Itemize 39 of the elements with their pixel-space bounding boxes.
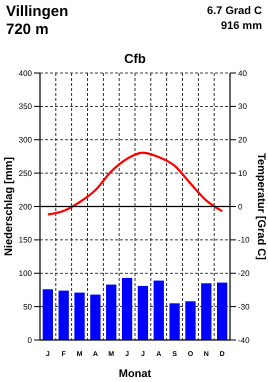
bar — [169, 303, 180, 340]
text: 720 m — [6, 21, 49, 38]
text: Villingen — [6, 3, 68, 20]
y2-tick-label: -30 — [238, 302, 250, 312]
bar — [201, 283, 212, 340]
chart-title: Cfb — [124, 51, 146, 66]
y2-tick-label: -10 — [238, 236, 250, 245]
line-series — [46, 152, 224, 216]
y2-tick-label: 0 — [238, 202, 243, 212]
bar — [185, 301, 196, 340]
bar — [138, 286, 148, 340]
y-tick-label: 400 — [18, 68, 33, 78]
y-axis-title: Niederschlag [mm] — [3, 156, 15, 256]
y2-tick-label: 40 — [238, 68, 248, 78]
text: 6.7 Grad C — [206, 5, 262, 17]
y-tick-label: 0 — [28, 336, 33, 345]
y-tick-label: 350 — [18, 102, 33, 112]
x-axis-title: Monat — [118, 368, 152, 380]
y-tick-label: 150 — [18, 236, 33, 245]
bar — [42, 289, 53, 340]
y-tick-label: 300 — [18, 136, 33, 145]
y2-tick-label: 20 — [238, 136, 248, 145]
bar — [154, 280, 164, 340]
bar — [106, 284, 116, 340]
y-tick-label: 100 — [18, 269, 33, 278]
text: 916 mm — [221, 20, 262, 32]
bar — [58, 290, 69, 340]
y-tick-label: 250 — [18, 168, 33, 178]
y2-axis-title: Temperatur [Grad C] — [255, 153, 267, 260]
y-tick-label: 200 — [18, 202, 33, 212]
y-tick-label: 50 — [23, 302, 33, 312]
y2-tick-label: -20 — [238, 269, 250, 278]
y2-tick-label: 30 — [238, 102, 248, 112]
bar — [217, 282, 228, 340]
y2-tick-label: 10 — [238, 168, 248, 178]
bar — [90, 294, 101, 340]
y2-tick-label: -40 — [238, 336, 250, 345]
bar — [74, 292, 85, 340]
bar — [122, 278, 132, 340]
